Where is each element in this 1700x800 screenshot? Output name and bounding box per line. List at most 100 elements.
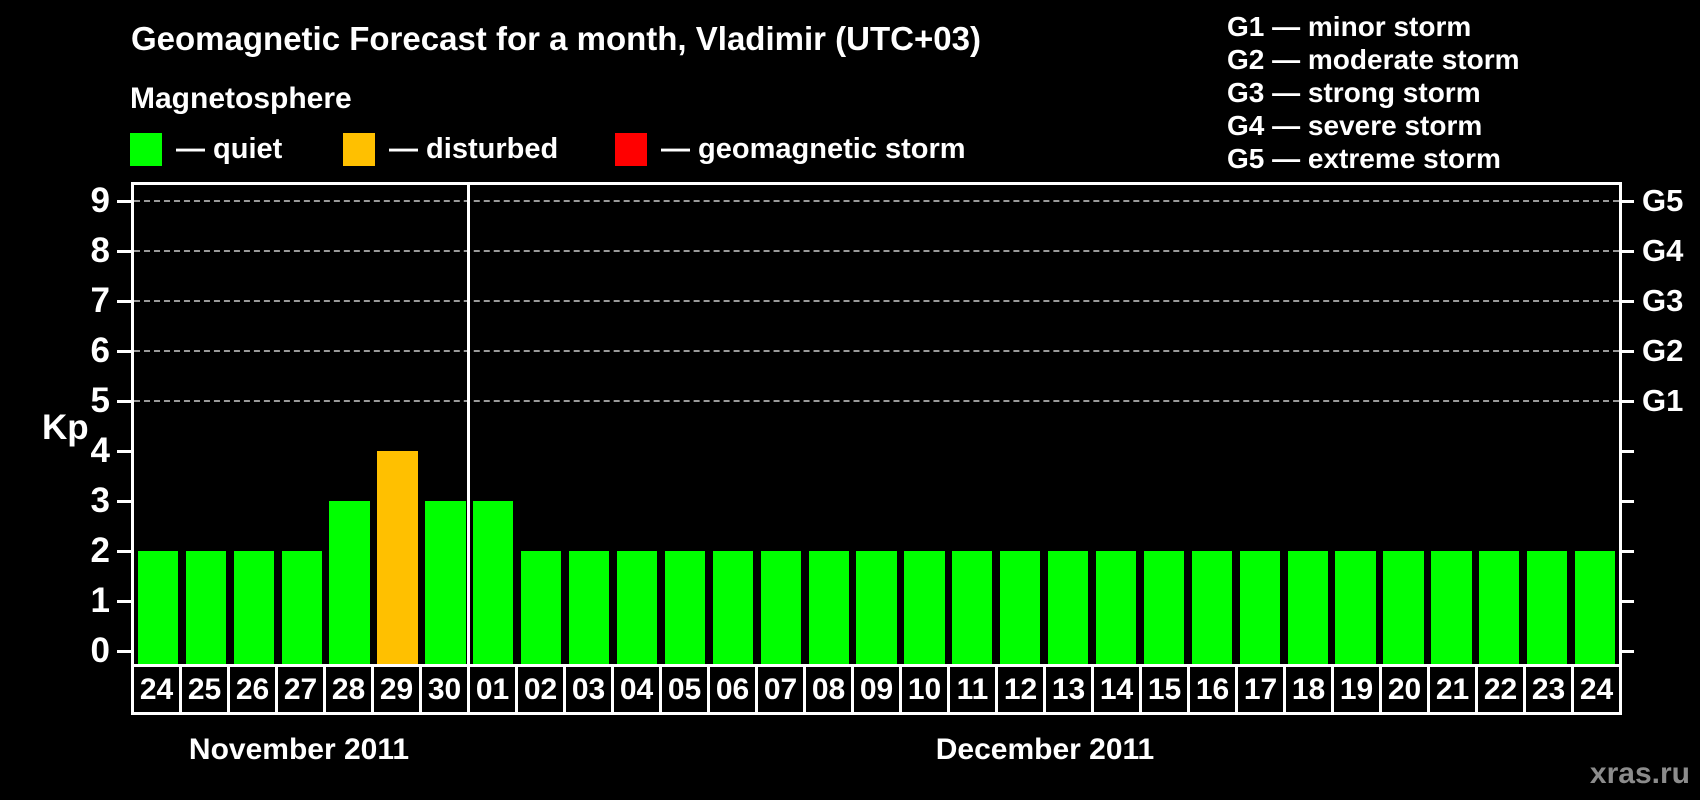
storm-scale-legend-line: G2 — moderate storm (1227, 44, 1520, 75)
kp-bar (664, 551, 706, 664)
kp-bar (1239, 551, 1280, 664)
day-cell: 30 (422, 667, 470, 712)
kp-bar (1383, 551, 1424, 664)
kp-bar (616, 551, 658, 664)
legend-item-label: — quiet (176, 133, 283, 165)
storm-scale-legend-line: G5 — extreme storm (1227, 143, 1501, 174)
y-axis-tick-right (1620, 250, 1634, 253)
y-axis-tick (117, 400, 131, 403)
bar-column (1284, 185, 1332, 664)
day-cell: 28 (326, 667, 374, 712)
kp-bar (904, 551, 945, 664)
bar-column (1332, 185, 1380, 664)
g-scale-label: G5 (1642, 183, 1684, 218)
kp-bar (712, 551, 753, 664)
day-cell: 06 (710, 667, 758, 712)
y-tick-label: 0 (90, 631, 110, 670)
day-cell: 20 (1382, 667, 1430, 712)
g-scale-label: G2 (1642, 333, 1684, 368)
kp-bar (1527, 551, 1568, 664)
day-cell: 08 (806, 667, 854, 712)
day-cell: 27 (278, 667, 326, 712)
bar-column (1523, 185, 1571, 664)
gridline (134, 300, 1619, 302)
gridline (134, 200, 1619, 202)
chart-title: Geomagnetic Forecast for a month, Vladim… (131, 20, 981, 57)
day-cell: 24 (134, 667, 182, 712)
y-axis-tick-right (1620, 400, 1634, 403)
kp-bar (1095, 551, 1137, 664)
day-cell: 12 (998, 667, 1046, 712)
day-cell: 05 (662, 667, 710, 712)
y-axis-tick (117, 350, 131, 353)
day-cell: 11 (950, 667, 998, 712)
day-cell: 13 (1046, 667, 1094, 712)
bar-column (421, 185, 469, 664)
bars (134, 185, 1619, 664)
day-cell: 26 (230, 667, 278, 712)
bar-column (1092, 185, 1140, 664)
legend-item-quiet: — quiet (130, 133, 282, 166)
storm-scale-legend-line: G1 — minor storm (1227, 11, 1472, 42)
day-cell: 19 (1334, 667, 1382, 712)
day-cell: 16 (1190, 667, 1238, 712)
bar-column (374, 185, 422, 664)
kp-bar (233, 551, 274, 664)
kp-bar (425, 501, 466, 664)
y-axis-title: Kp (42, 408, 89, 447)
magnetosphere-label: Magnetosphere (130, 82, 352, 115)
y-tick-label: 4 (90, 431, 110, 470)
y-axis-tick (117, 500, 131, 503)
month-separator-line (467, 185, 471, 664)
kp-bar (1143, 551, 1185, 664)
bar-column (948, 185, 996, 664)
kp-bar (760, 551, 801, 664)
bar-column (1188, 185, 1236, 664)
kp-bar (377, 451, 418, 664)
y-axis-tick-right (1620, 450, 1634, 453)
y-axis-tick-right (1620, 650, 1634, 653)
y-tick-label: 5 (90, 381, 110, 420)
day-cell: 07 (758, 667, 806, 712)
kp-bar (856, 551, 897, 664)
kp-bar (1287, 551, 1328, 664)
kp-bar (281, 551, 322, 664)
y-axis-tick-right (1620, 550, 1634, 553)
day-cell: 18 (1286, 667, 1334, 712)
bar-column (469, 185, 517, 664)
day-row: 24 25 26 27 28 29 30 01 02 03 04 05 06 07 08 09 10 11 12 13… (131, 667, 1622, 715)
bar-column (661, 185, 709, 664)
y-axis-tick (117, 250, 131, 253)
y-tick-label: 9 (90, 181, 110, 220)
bar-column (996, 185, 1044, 664)
kp-bar (521, 551, 562, 664)
bar-column (1140, 185, 1188, 664)
watermark: xras.ru (1589, 757, 1690, 790)
legend-item-disturbed: — disturbed (343, 133, 558, 166)
bar-column (1427, 185, 1475, 664)
month-label-december: December 2011 (935, 733, 1155, 766)
gridline (134, 400, 1619, 402)
day-cell: 23 (1526, 667, 1574, 712)
legend-item-storm: — geomagnetic storm (615, 133, 966, 166)
bar-column (1475, 185, 1523, 664)
day-cell: 10 (902, 667, 950, 712)
kp-bar (329, 501, 370, 664)
y-tick-label: 8 (90, 231, 110, 270)
bar-column (709, 185, 757, 664)
kp-bar (1575, 551, 1616, 664)
bar-column (565, 185, 613, 664)
kp-bar (185, 551, 226, 664)
quiet-color-swatch (130, 133, 162, 166)
y-tick-label: 3 (90, 481, 110, 520)
y-axis-tick (117, 200, 131, 203)
storm-scale-legend-line: G4 — severe storm (1227, 110, 1483, 141)
day-cell: 24 (1579, 672, 1614, 706)
day-cell: 29 (374, 667, 422, 712)
y-tick-label: 6 (90, 331, 110, 370)
day-cell: 09 (854, 667, 902, 712)
legend-item-label: — disturbed (389, 133, 559, 165)
bar-column (613, 185, 661, 664)
y-axis-tick (117, 450, 131, 453)
bar-column (853, 185, 901, 664)
